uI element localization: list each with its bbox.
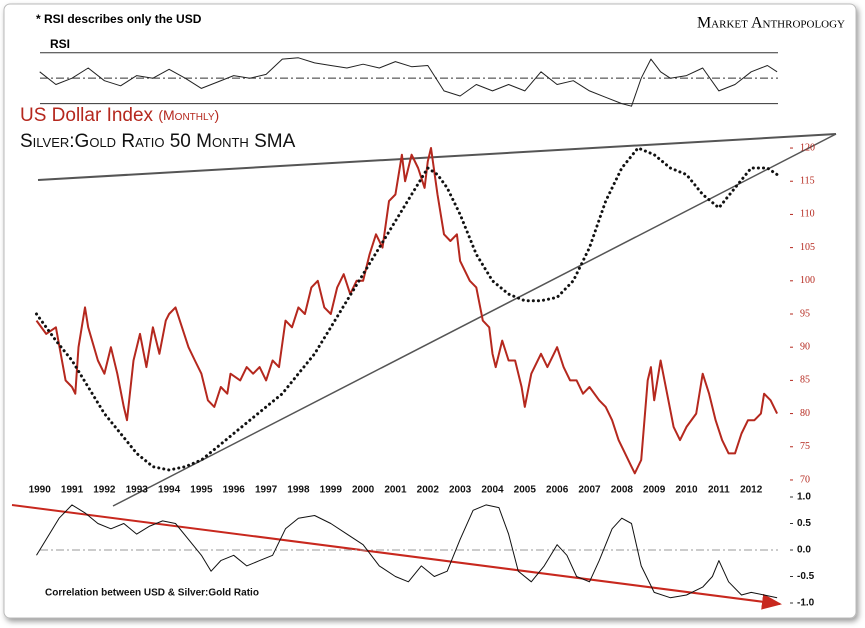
x-tick-label: 1995 xyxy=(190,485,213,496)
x-tick-label: 2006 xyxy=(546,485,569,496)
series-line xyxy=(35,147,778,475)
support-line xyxy=(112,133,837,507)
corr-title: Correlation between USD & Silver:Gold Ra… xyxy=(45,588,259,599)
y-tick-label: 100 xyxy=(800,275,815,286)
y-tick-label: 0.0 xyxy=(797,545,811,556)
y-tick-label: 1.0 xyxy=(797,492,811,503)
y-tick-label: 105 xyxy=(800,242,815,253)
x-tick-label: 2007 xyxy=(578,485,601,496)
x-tick-label: 2004 xyxy=(481,485,504,496)
x-tick-label: 1990 xyxy=(29,485,52,496)
x-tick-label: 1994 xyxy=(158,485,181,496)
x-tick-label: 2002 xyxy=(417,485,440,496)
x-tick-label: 1996 xyxy=(223,485,246,496)
x-tick-label: 1998 xyxy=(287,485,310,496)
y-tick-label: 115 xyxy=(800,176,815,187)
y-tick-label: 90 xyxy=(800,341,810,352)
x-tick-label: 2011 xyxy=(708,485,730,496)
x-tick-label: 2008 xyxy=(611,485,634,496)
title-main: US Dollar Index xyxy=(20,105,154,126)
rsi-title: RSI xyxy=(50,37,70,51)
x-tick-label: 2010 xyxy=(675,485,698,496)
y-tick-label: 110 xyxy=(800,209,815,220)
y-tick-label: 0.5 xyxy=(797,518,811,529)
y-tick-label: 75 xyxy=(800,441,810,452)
x-tick-label: 2009 xyxy=(643,485,666,496)
y-tick-label: -0.5 xyxy=(797,571,815,582)
x-tick-label: 1991 xyxy=(61,485,84,496)
y-tick-label: 120 xyxy=(800,142,815,153)
x-tick-label: 2003 xyxy=(449,485,472,496)
x-tick-label: 1992 xyxy=(93,485,116,496)
sma-title: Silver:Gold Ratio 50 Month SMA xyxy=(20,131,296,152)
y-tick-label: 85 xyxy=(800,375,810,386)
x-tick-label: 2012 xyxy=(740,485,763,496)
x-tick-label: 1993 xyxy=(126,485,149,496)
y-tick-label: -1.0 xyxy=(797,598,815,609)
note: * RSI describes only the USD xyxy=(36,12,202,26)
y-tick-label: 70 xyxy=(800,474,810,485)
x-tick-label: 2005 xyxy=(514,485,537,496)
x-tick-label: 2000 xyxy=(352,485,375,496)
y-tick-label: 95 xyxy=(800,308,810,319)
y-tick-label: 80 xyxy=(800,408,810,419)
series-line xyxy=(39,57,778,107)
x-tick-label: 2001 xyxy=(384,485,407,496)
resistance-line xyxy=(37,133,837,181)
x-tick-label: 1999 xyxy=(320,485,343,496)
brand: Market Anthropology xyxy=(697,15,845,32)
subtitle: (Monthly) xyxy=(158,107,219,123)
main-title: US Dollar Index (Monthly) xyxy=(20,105,219,126)
frame xyxy=(3,3,857,619)
series-line xyxy=(35,146,779,472)
series-line xyxy=(36,504,778,599)
x-tick-label: 1997 xyxy=(255,485,278,496)
